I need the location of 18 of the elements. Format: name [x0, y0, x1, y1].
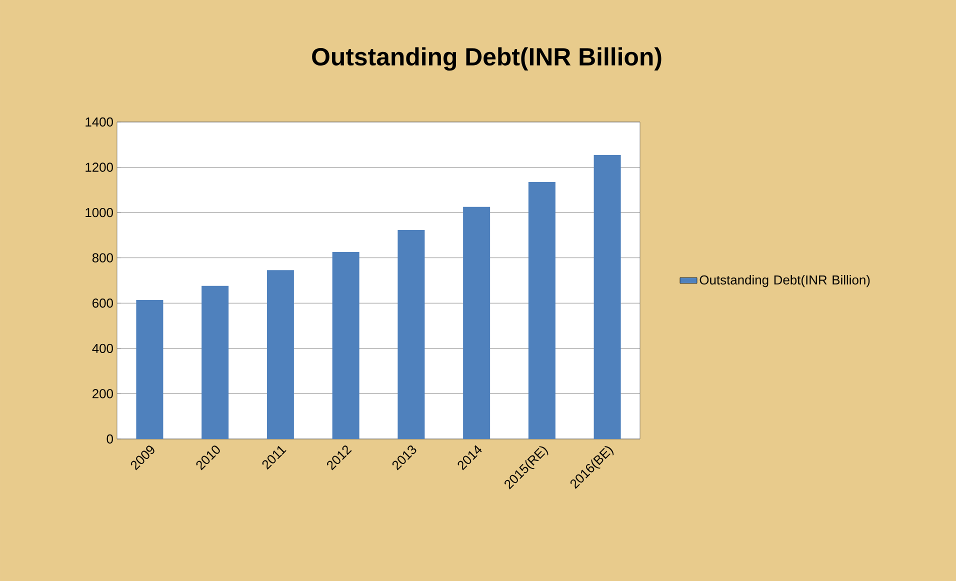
bar [594, 155, 621, 439]
bar [136, 300, 164, 439]
bar [202, 286, 229, 439]
y-tick-label: 400 [92, 344, 113, 353]
y-tick-label: 1000 [86, 208, 113, 218]
y-tick-label: 200 [92, 389, 113, 398]
y-tick-label: 1400 [86, 117, 113, 127]
y-tick-label: 0 [106, 434, 113, 444]
bar [332, 252, 360, 439]
y-tick-label: 600 [92, 298, 113, 308]
bar [528, 182, 556, 439]
legend-label: Outstanding Debt(INR Billion) [700, 275, 870, 288]
chart-title: Outstanding Debt(INR Billion) [312, 47, 662, 71]
y-tick-label: 1200 [86, 162, 113, 172]
bar [398, 230, 425, 439]
y-tick-label: 800 [92, 253, 113, 262]
bar [463, 206, 490, 439]
bar [266, 270, 294, 439]
